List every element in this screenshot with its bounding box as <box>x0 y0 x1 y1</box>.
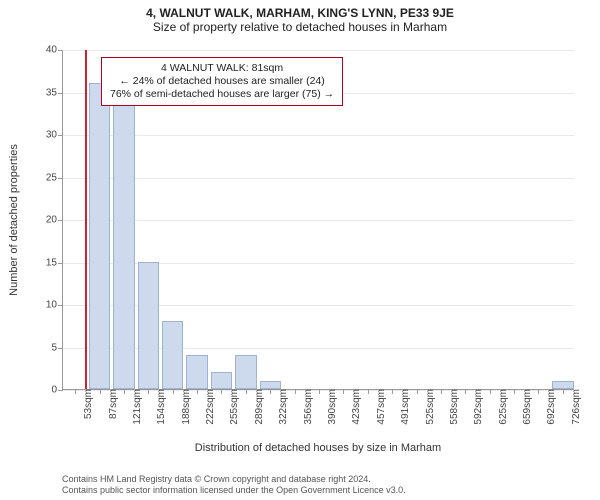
annotation-line: 4 WALNUT WALK: 81sqm <box>110 62 334 75</box>
chart-plot-area: 051015202530354053sqm87sqm121sqm154sqm18… <box>62 50 574 390</box>
xtick-mark <box>295 389 296 394</box>
title-block: 4, WALNUT WALK, MARHAM, KING'S LYNN, PE3… <box>0 6 600 34</box>
footer-attribution: Contains HM Land Registry data © Crown c… <box>62 474 406 496</box>
xtick-label: 423sqm <box>347 389 362 425</box>
ytick-label: 20 <box>46 215 63 226</box>
gridline-h <box>63 135 574 136</box>
page-title-line1: 4, WALNUT WALK, MARHAM, KING'S LYNN, PE3… <box>0 6 600 20</box>
xtick-label: 255sqm <box>225 389 240 425</box>
histogram-bar <box>89 83 110 389</box>
ytick-label: 0 <box>51 385 63 396</box>
xtick-label: 154sqm <box>152 389 167 425</box>
footer-line1: Contains HM Land Registry data © Crown c… <box>62 474 406 485</box>
annotation-line: 76% of semi-detached houses are larger (… <box>110 88 334 101</box>
xtick-label: 692sqm <box>542 389 557 425</box>
xtick-label: 322sqm <box>274 389 289 425</box>
histogram-bar <box>235 355 256 389</box>
xtick-mark <box>148 389 149 394</box>
gridline-h <box>63 178 574 179</box>
xtick-label: 457sqm <box>372 389 387 425</box>
xtick-label: 525sqm <box>421 389 436 425</box>
histogram-bar <box>211 372 232 389</box>
xtick-mark <box>100 389 101 394</box>
xtick-label: 87sqm <box>104 389 119 419</box>
histogram-bar <box>113 83 134 389</box>
xtick-label: 491sqm <box>396 389 411 425</box>
xtick-mark <box>514 389 515 394</box>
xtick-label: 659sqm <box>518 389 533 425</box>
gridline-h <box>63 220 574 221</box>
ytick-label: 30 <box>46 130 63 141</box>
xtick-mark <box>392 389 393 394</box>
xtick-label: 625sqm <box>494 389 509 425</box>
xtick-mark <box>319 389 320 394</box>
xtick-mark <box>246 389 247 394</box>
xtick-mark <box>368 389 369 394</box>
xtick-mark <box>538 389 539 394</box>
xtick-label: 592sqm <box>469 389 484 425</box>
xtick-mark <box>343 389 344 394</box>
xtick-label: 558sqm <box>445 389 460 425</box>
property-marker-line <box>85 50 87 389</box>
x-axis-label: Distribution of detached houses by size … <box>62 442 574 454</box>
xtick-mark <box>441 389 442 394</box>
gridline-h <box>63 50 574 51</box>
annotation-box: 4 WALNUT WALK: 81sqm← 24% of detached ho… <box>101 57 343 106</box>
histogram-bar <box>138 262 159 390</box>
xtick-mark <box>490 389 491 394</box>
ytick-label: 25 <box>46 172 63 183</box>
xtick-label: 726sqm <box>567 389 582 425</box>
ytick-label: 10 <box>46 300 63 311</box>
ytick-label: 5 <box>51 342 63 353</box>
xtick-mark <box>124 389 125 394</box>
xtick-label: 53sqm <box>79 389 94 419</box>
ytick-label: 15 <box>46 257 63 268</box>
xtick-mark <box>563 389 564 394</box>
histogram-bar <box>260 381 281 390</box>
footer-line2: Contains public sector information licen… <box>62 485 406 496</box>
xtick-mark <box>417 389 418 394</box>
xtick-mark <box>270 389 271 394</box>
xtick-mark <box>173 389 174 394</box>
xtick-label: 356sqm <box>299 389 314 425</box>
ytick-label: 35 <box>46 87 63 98</box>
ytick-label: 40 <box>46 45 63 56</box>
histogram-bar <box>162 321 183 389</box>
xtick-mark <box>221 389 222 394</box>
xtick-mark <box>197 389 198 394</box>
page-title-line2: Size of property relative to detached ho… <box>0 20 600 34</box>
xtick-label: 390sqm <box>323 389 338 425</box>
xtick-mark <box>75 389 76 394</box>
annotation-line: ← 24% of detached houses are smaller (24… <box>110 75 334 88</box>
histogram-bar <box>552 381 573 390</box>
xtick-mark <box>465 389 466 394</box>
xtick-label: 121sqm <box>128 389 143 425</box>
histogram-bar <box>186 355 207 389</box>
xtick-label: 289sqm <box>250 389 265 425</box>
xtick-label: 188sqm <box>177 389 192 425</box>
y-axis-label: Number of detached properties <box>8 144 20 296</box>
xtick-label: 222sqm <box>201 389 216 425</box>
